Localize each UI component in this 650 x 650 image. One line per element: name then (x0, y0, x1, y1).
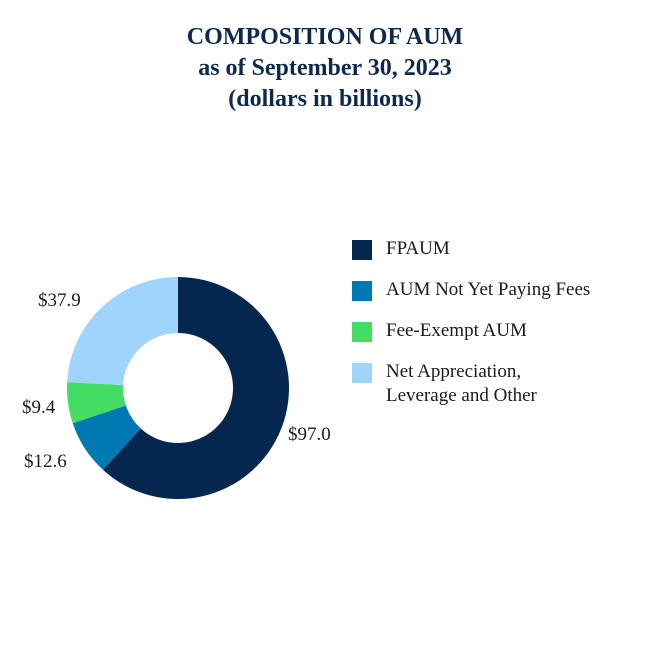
donut-slice-net-appreciation-leverage-and-other (67, 277, 178, 386)
donut-slice-aum-not-yet-paying-fees (72, 405, 141, 470)
chart-title-line-3: (dollars in billions) (228, 86, 422, 112)
chart-legend: FPAUM AUM Not Yet Paying Fees Fee-Exempt A… (352, 237, 590, 425)
legend-swatch (352, 281, 372, 301)
legend-label-line: Leverage and Other (386, 385, 537, 406)
chart-title-line-1: COMPOSITION OF AUM (186, 24, 464, 50)
legend-item-2: Fee-Exempt AUM (352, 319, 590, 343)
legend-swatch (352, 240, 372, 260)
data-label-0: $97.0 (288, 424, 331, 445)
legend-label: Fee-Exempt AUM (386, 319, 527, 343)
data-label-3: $37.9 (38, 290, 81, 311)
data-label-2: $9.4 (22, 397, 56, 418)
legend-item-3: Net Appreciation, Leverage and Other (352, 360, 590, 408)
legend-swatch (352, 322, 372, 342)
legend-label-line: Net Appreciation, (386, 361, 522, 382)
donut-slice-fee-exempt-aum (67, 382, 126, 424)
legend-label: FPAUM (386, 237, 450, 261)
chart-title-line-2: as of September 30, 2023 (198, 55, 452, 81)
donut-slice-fpaum (102, 277, 289, 499)
data-label-1: $12.6 (24, 451, 67, 472)
legend-label-line: FPAUM (386, 238, 450, 259)
legend-item-1: AUM Not Yet Paying Fees (352, 278, 590, 302)
legend-label: Net Appreciation, Leverage and Other (386, 360, 537, 408)
legend-label-line: Fee-Exempt AUM (386, 320, 527, 341)
legend-swatch (352, 363, 372, 383)
chart-title: COMPOSITION OF AUM as of September 30, 2… (0, 22, 650, 115)
legend-label-line: AUM Not Yet Paying Fees (386, 279, 591, 300)
legend-label: AUM Not Yet Paying Fees (386, 278, 590, 302)
legend-item-0: FPAUM (352, 237, 590, 261)
